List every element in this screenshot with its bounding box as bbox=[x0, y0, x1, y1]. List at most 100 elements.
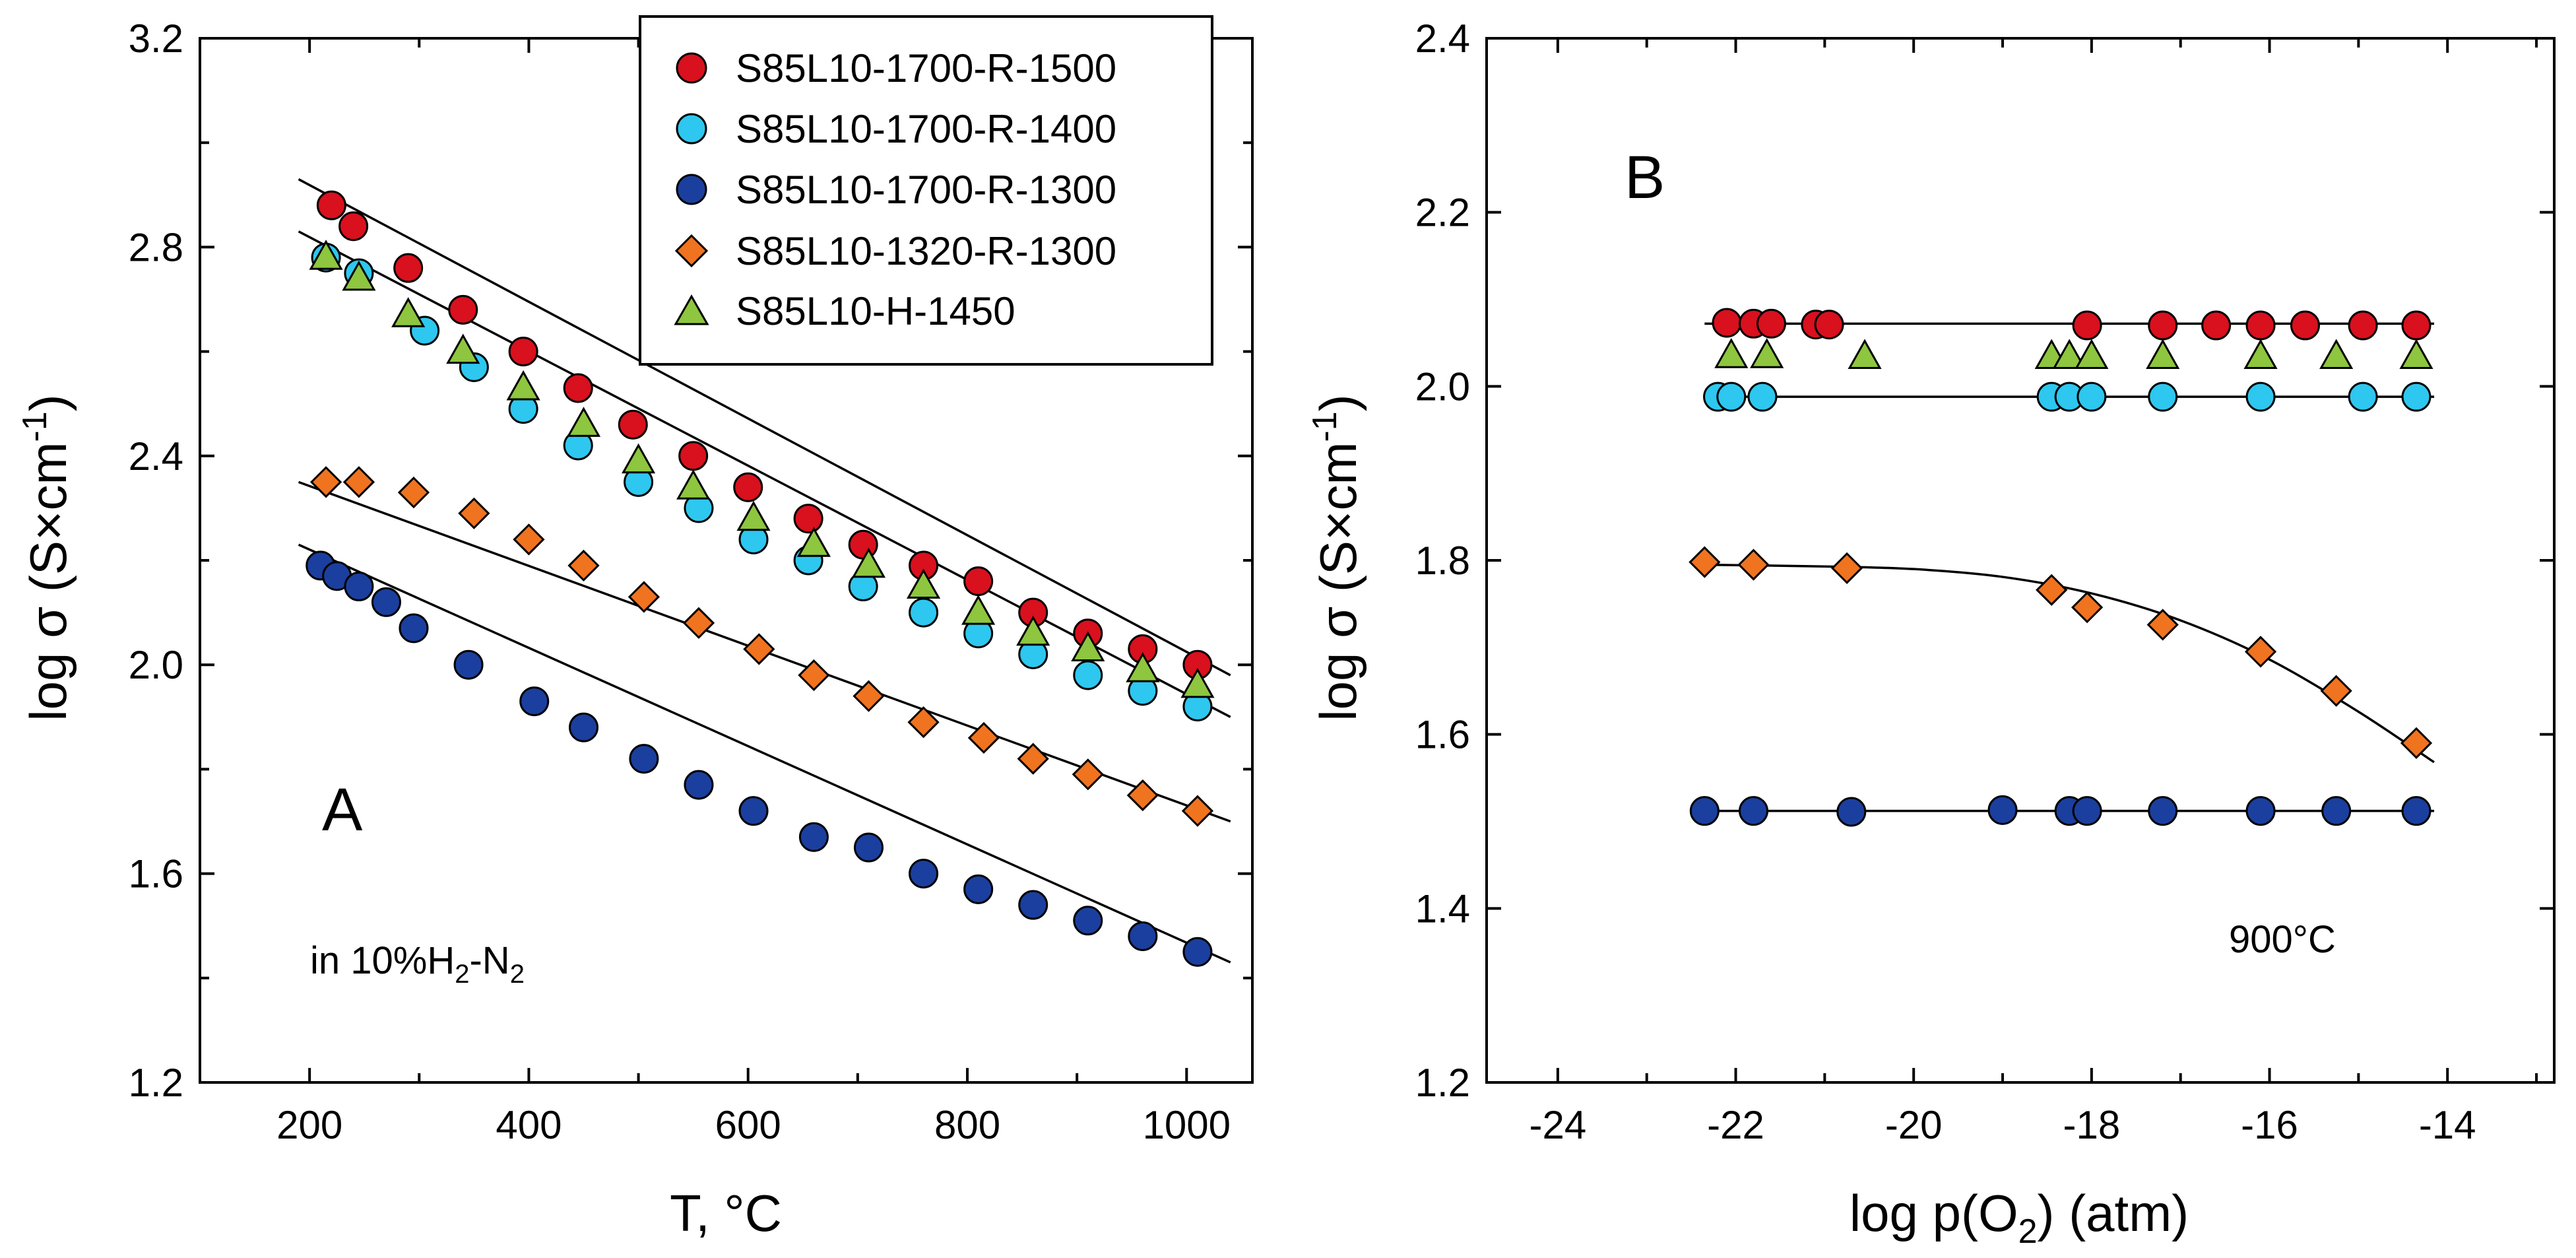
data-point-diamond bbox=[682, 607, 715, 640]
legend-marker-circle bbox=[676, 174, 707, 205]
data-point-circle bbox=[344, 572, 374, 602]
data-point-triangle bbox=[1714, 338, 1749, 368]
panel-b-y-axis-title: log σ (S×cm-1) bbox=[1306, 394, 1367, 721]
y-tick-label: 2.0 bbox=[1415, 364, 1470, 409]
data-point-circle bbox=[399, 613, 429, 644]
data-point-circle bbox=[2401, 796, 2431, 826]
data-point-circle bbox=[2245, 796, 2276, 826]
data-point-circle bbox=[1018, 890, 1048, 920]
panel-b: -24 -22 -20 -18 -16 -141.21.41.61.82.02.22.4 … bbox=[1306, 17, 2556, 1251]
data-point-circle bbox=[2201, 310, 2232, 341]
y-tick-label: 1.8 bbox=[1415, 539, 1470, 583]
x-tick-label: 600 bbox=[715, 1103, 781, 1147]
data-point-circle bbox=[1128, 921, 1158, 952]
data-point-circle bbox=[338, 211, 369, 242]
data-point-circle bbox=[1073, 660, 1103, 690]
data-point-circle bbox=[1739, 796, 1768, 826]
y-tick-label: 2.0 bbox=[129, 643, 183, 687]
data-point-diamond bbox=[967, 721, 1000, 754]
data-point-diamond bbox=[907, 706, 940, 739]
data-point-diamond bbox=[309, 466, 342, 498]
x-tick-label: -20 bbox=[1885, 1103, 1943, 1147]
data-point-circle bbox=[316, 190, 346, 220]
legend-label: S85L10-H-1450 bbox=[736, 289, 1015, 333]
data-point-circle bbox=[2348, 381, 2378, 412]
data-point-circle bbox=[1689, 796, 1720, 826]
y-tick-label: 3.2 bbox=[129, 17, 183, 61]
data-point-triangle bbox=[2146, 339, 2180, 370]
panel-a-data-points bbox=[306, 190, 1215, 967]
data-point-circle bbox=[2245, 310, 2276, 341]
data-point-circle bbox=[2401, 381, 2431, 412]
fit-line bbox=[1704, 563, 2435, 764]
data-point-diamond bbox=[342, 466, 375, 498]
data-point-circle bbox=[798, 822, 829, 852]
data-point-diamond bbox=[1072, 758, 1104, 791]
data-point-diamond bbox=[513, 523, 545, 556]
panel-a-y-axis-title: log σ (S×cm-1) bbox=[16, 394, 77, 721]
data-point-triangle bbox=[2243, 339, 2278, 370]
legend-marker-circle bbox=[676, 52, 707, 84]
data-point-triangle bbox=[961, 595, 996, 625]
data-point-diamond bbox=[743, 633, 775, 665]
x-tick-label: 200 bbox=[276, 1103, 342, 1147]
data-point-diamond bbox=[2400, 727, 2433, 759]
data-point-triangle bbox=[1016, 615, 1050, 646]
panel-a-condition-mid: -N bbox=[469, 939, 509, 982]
data-point-circle bbox=[1747, 381, 1778, 412]
data-point-circle bbox=[2401, 310, 2431, 341]
data-point-diamond bbox=[1830, 552, 1863, 584]
legend-marker-circle bbox=[676, 113, 707, 145]
x-tick-label: -22 bbox=[1707, 1103, 1764, 1147]
data-point-diamond bbox=[2320, 675, 2352, 707]
x-tick-label: -24 bbox=[1530, 1103, 1587, 1147]
panel-a-y-axis-title-sup: -1 bbox=[16, 411, 54, 442]
data-point-triangle bbox=[796, 527, 831, 557]
panel-b-x-axis-title-close: ) (atm) bbox=[2038, 1184, 2189, 1242]
data-point-circle bbox=[963, 874, 994, 904]
data-point-circle bbox=[2072, 796, 2102, 826]
data-point-circle bbox=[2348, 310, 2378, 341]
data-point-circle bbox=[563, 373, 593, 403]
panel-b-axes: -24 -22 -20 -18 -16 -14 1.2 1.4 1.6 1.8 2.0 2.2 2.4 bbox=[1415, 17, 2554, 1147]
data-point-diamond bbox=[628, 581, 660, 613]
data-point-diamond bbox=[798, 659, 830, 692]
y-tick-label: 1.2 bbox=[1415, 1061, 1470, 1105]
legend-marker-diamond bbox=[674, 234, 709, 268]
panel-a-label: A bbox=[322, 776, 363, 844]
data-point-diamond bbox=[2244, 636, 2277, 668]
data-point-circle bbox=[684, 770, 714, 800]
data-point-diamond bbox=[1689, 546, 1721, 578]
x-tick-label: 800 bbox=[934, 1103, 1000, 1147]
panel-a-condition-sub2: 2 bbox=[510, 960, 525, 989]
fit-line bbox=[298, 178, 1231, 677]
data-point-circle bbox=[2072, 310, 2102, 341]
data-point-circle bbox=[2077, 381, 2107, 412]
panel-a-y-axis-title-main: log σ (S×cm bbox=[19, 442, 77, 721]
legend-label: S85L10-1700-R-1300 bbox=[736, 168, 1116, 212]
x-tick-label: -14 bbox=[2419, 1103, 2476, 1147]
panel-b-y-axis-title-main: log σ (S×cm bbox=[1309, 442, 1367, 721]
data-point-triangle bbox=[1750, 338, 1784, 368]
data-point-triangle bbox=[1848, 339, 1882, 370]
data-point-circle bbox=[909, 859, 939, 889]
data-point-circle bbox=[448, 294, 478, 325]
data-point-triangle bbox=[1071, 631, 1105, 661]
x-tick-label: 400 bbox=[496, 1103, 562, 1147]
panel-a-condition-prefix: in 10%H bbox=[310, 939, 455, 982]
data-point-triangle bbox=[506, 370, 540, 401]
data-point-circle bbox=[678, 441, 709, 471]
data-point-circle bbox=[371, 587, 401, 617]
data-point-diamond bbox=[1017, 743, 1049, 775]
panel-a-condition-annotation: in 10%H2-N2 bbox=[310, 939, 525, 989]
data-point-circle bbox=[629, 744, 659, 774]
data-point-triangle bbox=[851, 547, 886, 578]
data-point-triangle bbox=[446, 333, 480, 364]
data-point-diamond bbox=[853, 680, 885, 712]
data-point-diamond bbox=[567, 549, 600, 582]
data-point-diamond bbox=[1737, 548, 1770, 581]
data-point-triangle bbox=[566, 407, 601, 437]
panel-a-x-axis-title: T, °C bbox=[670, 1184, 782, 1242]
y-tick-label: 2.4 bbox=[129, 434, 183, 479]
legend-box bbox=[639, 15, 1213, 366]
